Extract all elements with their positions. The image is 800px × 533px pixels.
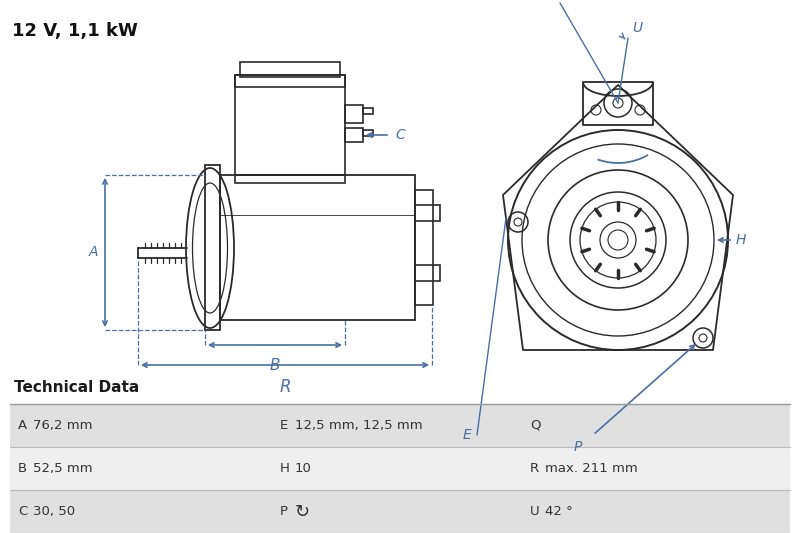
Bar <box>220 175 415 320</box>
Text: E: E <box>463 428 472 442</box>
Text: A: A <box>18 419 27 432</box>
Text: 52,5 mm: 52,5 mm <box>33 462 93 475</box>
Bar <box>10 490 790 533</box>
Bar <box>415 205 440 221</box>
Text: U: U <box>530 505 540 518</box>
Text: Q: Q <box>530 419 541 432</box>
Bar <box>415 190 433 305</box>
Text: H: H <box>280 462 290 475</box>
Text: 12,5 mm, 12,5 mm: 12,5 mm, 12,5 mm <box>295 419 422 432</box>
Bar <box>345 128 363 142</box>
Text: Technical Data: Technical Data <box>14 380 139 395</box>
Text: 42 °: 42 ° <box>545 505 573 518</box>
Text: ↻: ↻ <box>295 503 310 521</box>
Text: C: C <box>395 128 405 142</box>
Bar <box>10 404 790 447</box>
Text: R: R <box>279 378 290 396</box>
Bar <box>363 130 373 136</box>
Text: max. 211 mm: max. 211 mm <box>545 462 638 475</box>
Text: E: E <box>280 419 288 432</box>
Bar <box>205 165 220 330</box>
Bar <box>345 105 363 123</box>
Text: B: B <box>270 358 280 373</box>
Text: P: P <box>280 505 288 518</box>
Bar <box>235 175 345 183</box>
Text: 30, 50: 30, 50 <box>33 505 75 518</box>
Bar <box>10 447 790 490</box>
Text: 76,2 mm: 76,2 mm <box>33 419 93 432</box>
Text: 12 V, 1,1 kW: 12 V, 1,1 kW <box>12 22 138 40</box>
Text: P: P <box>574 440 582 454</box>
Text: U: U <box>632 21 642 35</box>
Text: 10: 10 <box>295 462 312 475</box>
Bar <box>363 108 373 114</box>
Bar <box>235 75 345 175</box>
Bar <box>415 265 440 281</box>
Text: B: B <box>18 462 27 475</box>
Text: A: A <box>88 245 98 259</box>
Text: R: R <box>530 462 539 475</box>
Text: C: C <box>18 505 27 518</box>
Text: H: H <box>736 233 746 247</box>
Bar <box>240 62 340 77</box>
Bar <box>235 75 345 87</box>
